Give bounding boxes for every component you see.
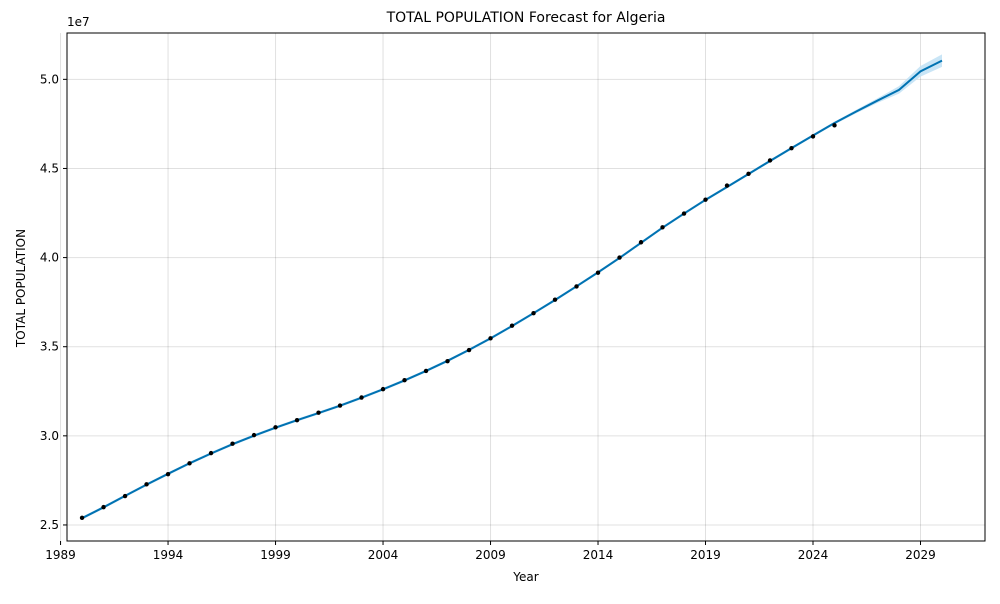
observed-point <box>337 403 343 408</box>
observed-point <box>660 225 665 230</box>
observed-point <box>230 441 235 446</box>
observed-point <box>208 450 214 456</box>
plot-frame <box>66 32 986 542</box>
y-tick-label: 3.0 <box>40 429 59 443</box>
observed-point <box>703 197 708 202</box>
x-tick-label: 2009 <box>475 548 506 562</box>
observed-point <box>789 145 794 151</box>
observed-point <box>402 378 407 383</box>
observed-point <box>380 386 386 392</box>
observed-point <box>552 297 558 302</box>
observed-point <box>144 482 149 487</box>
observed-point <box>509 323 515 328</box>
observed-point <box>595 270 601 275</box>
observed-point <box>423 368 429 374</box>
observed-point <box>316 410 321 415</box>
observed-point <box>101 504 106 510</box>
y-tick-label: 5.0 <box>40 72 59 86</box>
y-tick-label: 4.5 <box>40 161 59 175</box>
observed-point <box>832 123 837 128</box>
y-tick-label: 4.0 <box>40 251 59 265</box>
y-tick-label: 2.5 <box>40 518 59 532</box>
observed-point <box>681 211 687 216</box>
observed-point <box>767 158 773 163</box>
observed-points-layer <box>79 123 837 521</box>
x-tick-label: 2004 <box>368 548 399 562</box>
observed-point <box>724 183 730 188</box>
y-tick-label: 3.5 <box>40 340 59 354</box>
observed-point <box>165 471 171 477</box>
y-offset-label: 1e7 <box>67 15 90 29</box>
x-tick-label: 1999 <box>260 548 291 562</box>
x-axis-label: Year <box>512 570 538 584</box>
observed-point <box>466 347 472 353</box>
y-axis-label: TOTAL POPULATION <box>14 229 28 348</box>
x-tick-label: 2019 <box>690 548 721 562</box>
observed-point <box>359 395 364 400</box>
observed-point <box>273 425 278 430</box>
observed-point <box>187 461 192 466</box>
x-tick-label: 1994 <box>153 548 184 562</box>
observed-point <box>251 432 257 438</box>
tick-layer: 1989 1994 1999 2004 2009 2014 2019 2024 2029 2.5 3… <box>40 72 936 562</box>
observed-point <box>574 284 579 289</box>
x-tick-label: 2014 <box>583 548 614 562</box>
x-tick-label: 1989 <box>45 548 76 562</box>
observed-point <box>746 171 751 177</box>
observed-point <box>122 493 128 499</box>
observed-point <box>638 240 644 245</box>
chart-title: TOTAL POPULATION Forecast for Algeria <box>386 10 666 26</box>
observed-point <box>445 358 450 364</box>
observed-point <box>810 134 816 139</box>
observed-point <box>488 336 493 341</box>
observed-point <box>617 255 622 260</box>
observed-point <box>294 417 300 423</box>
observed-point <box>79 515 85 521</box>
observed-point <box>531 311 536 316</box>
x-tick-label: 2024 <box>798 548 829 562</box>
x-tick-label: 2029 <box>905 548 936 562</box>
grid-layer <box>60 33 985 541</box>
